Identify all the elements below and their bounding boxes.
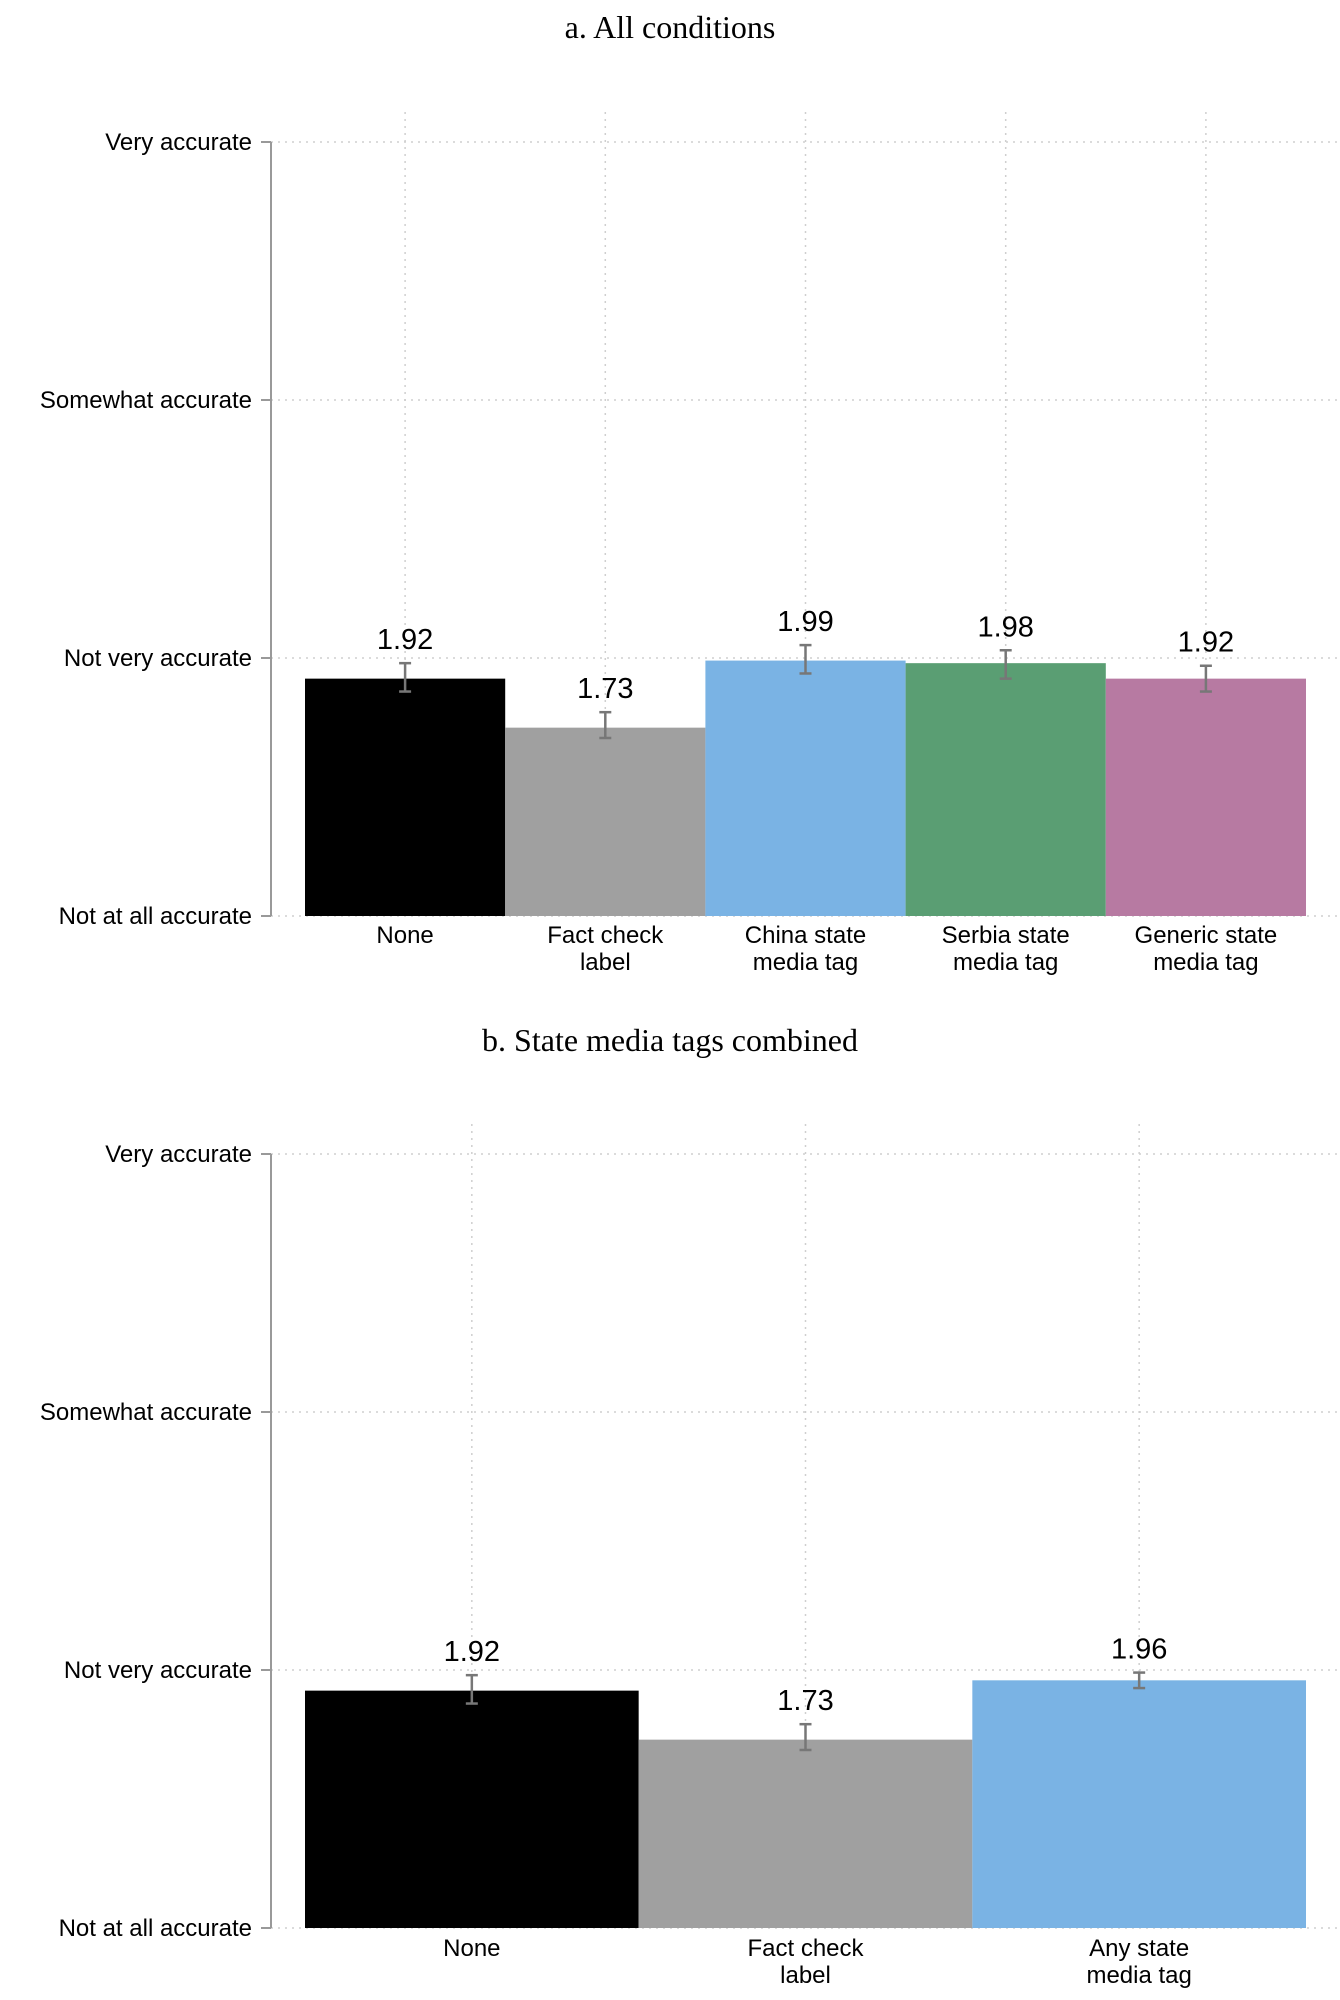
x-tick-label: Any state bbox=[1089, 1935, 1189, 1962]
x-tick-label: Generic state bbox=[1135, 922, 1278, 949]
data-label: 1.92 bbox=[377, 624, 433, 656]
bar bbox=[705, 660, 906, 916]
bar bbox=[905, 663, 1106, 916]
x-tick-label: None bbox=[376, 922, 433, 949]
bar bbox=[638, 1739, 973, 1928]
data-label: 1.99 bbox=[777, 606, 833, 638]
panel-title: b. State media tags combined bbox=[482, 1022, 858, 1058]
x-tick-label: media tag bbox=[1086, 1962, 1191, 1989]
y-tick-label: Not at all accurate bbox=[59, 1915, 252, 1942]
bar bbox=[505, 727, 706, 916]
bar bbox=[1105, 678, 1306, 916]
y-tick-label: Very accurate bbox=[105, 1141, 252, 1168]
panel-b: b. State media tags combined Very accurat… bbox=[40, 1022, 1340, 1989]
data-label: 1.92 bbox=[1178, 627, 1234, 659]
bar bbox=[305, 1690, 639, 1928]
data-label: 1.73 bbox=[777, 1685, 833, 1717]
y-tick-label: Not at all accurate bbox=[59, 903, 252, 930]
bar bbox=[305, 678, 506, 916]
panel-title: a. All conditions bbox=[565, 9, 776, 45]
y-tick-label: Not very accurate bbox=[64, 645, 252, 672]
x-tick-label: label bbox=[580, 949, 631, 976]
y-tick-label: Somewhat accurate bbox=[40, 387, 252, 414]
bar bbox=[972, 1680, 1306, 1928]
panel-a: a. All conditions Very accurate Somewhat a… bbox=[40, 9, 1340, 976]
x-tick-label: media tag bbox=[753, 949, 858, 976]
y-tick-label: Not very accurate bbox=[64, 1657, 252, 1684]
x-tick-label: label bbox=[780, 1962, 831, 1989]
y-tick-label: Very accurate bbox=[105, 129, 252, 156]
x-tick-label: Fact check bbox=[547, 922, 664, 949]
y-tick-label: Somewhat accurate bbox=[40, 1399, 252, 1426]
data-label: 1.92 bbox=[444, 1636, 500, 1668]
data-label: 1.73 bbox=[577, 673, 633, 705]
x-tick-label: media tag bbox=[1153, 949, 1258, 976]
data-label: 1.96 bbox=[1111, 1634, 1167, 1666]
x-tick-label: None bbox=[443, 1935, 500, 1962]
x-tick-label: China state bbox=[745, 922, 866, 949]
data-label: 1.98 bbox=[977, 611, 1033, 643]
x-tick-label: media tag bbox=[953, 949, 1058, 976]
x-tick-label: Fact check bbox=[747, 1935, 864, 1962]
x-tick-label: Serbia state bbox=[942, 922, 1070, 949]
